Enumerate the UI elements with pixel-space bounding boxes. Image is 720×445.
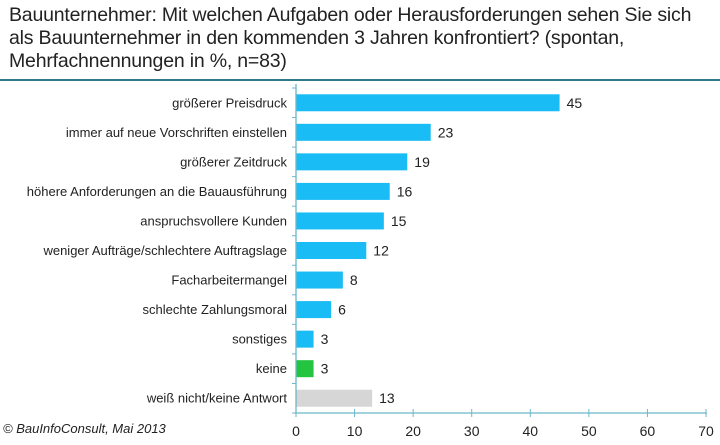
bar	[296, 212, 384, 230]
bar	[296, 301, 332, 319]
bar	[296, 360, 314, 378]
value-label: 23	[438, 124, 454, 140]
x-tick-label: 20	[405, 423, 421, 439]
bar	[296, 153, 408, 171]
category-label: sonstiges	[232, 332, 287, 347]
value-label: 3	[321, 361, 329, 377]
x-tick-label: 10	[347, 423, 363, 439]
x-tick-label: 30	[464, 423, 480, 439]
x-tick-label: 70	[698, 423, 714, 439]
copyright-footer: © BauInfoConsult, Mai 2013	[3, 421, 166, 436]
bar	[296, 242, 367, 259]
category-label: höhere Anforderungen an die Bauausführun…	[27, 184, 287, 199]
value-label: 16	[397, 183, 413, 199]
category-label: Facharbeitermangel	[171, 273, 287, 288]
chart-title: Bauunternehmer: Mit welchen Aufgaben ode…	[9, 4, 692, 72]
category-label: keine	[256, 361, 287, 376]
bar	[296, 182, 390, 200]
x-tick-label: 0	[292, 423, 300, 439]
category-label: weiß nicht/keine Antwort	[146, 391, 288, 406]
value-label: 13	[379, 390, 395, 406]
value-label: 3	[321, 331, 329, 347]
bar	[296, 94, 560, 112]
value-label: 6	[338, 302, 346, 318]
value-label: 12	[373, 243, 389, 259]
category-label: größerer Preisdruck	[172, 95, 287, 110]
x-tick-label: 60	[640, 423, 656, 439]
category-label: immer auf neue Vorschriften einstellen	[66, 125, 287, 140]
value-label: 8	[350, 272, 358, 288]
bar	[296, 123, 431, 141]
category-label: anspruchsvollere Kunden	[140, 213, 287, 228]
bar	[296, 271, 343, 289]
bar	[296, 389, 373, 407]
value-label: 19	[414, 154, 430, 170]
category-label: weniger Aufträge/schlechtere Auftragslag…	[42, 243, 287, 258]
bar	[296, 330, 314, 348]
value-label: 45	[567, 95, 583, 111]
x-tick-label: 40	[522, 423, 538, 439]
title-divider	[0, 79, 720, 81]
value-label: 15	[391, 213, 407, 229]
category-label: größerer Zeitdruck	[180, 154, 287, 169]
x-tick-label: 50	[581, 423, 597, 439]
category-label: schlechte Zahlungsmoral	[142, 302, 287, 317]
